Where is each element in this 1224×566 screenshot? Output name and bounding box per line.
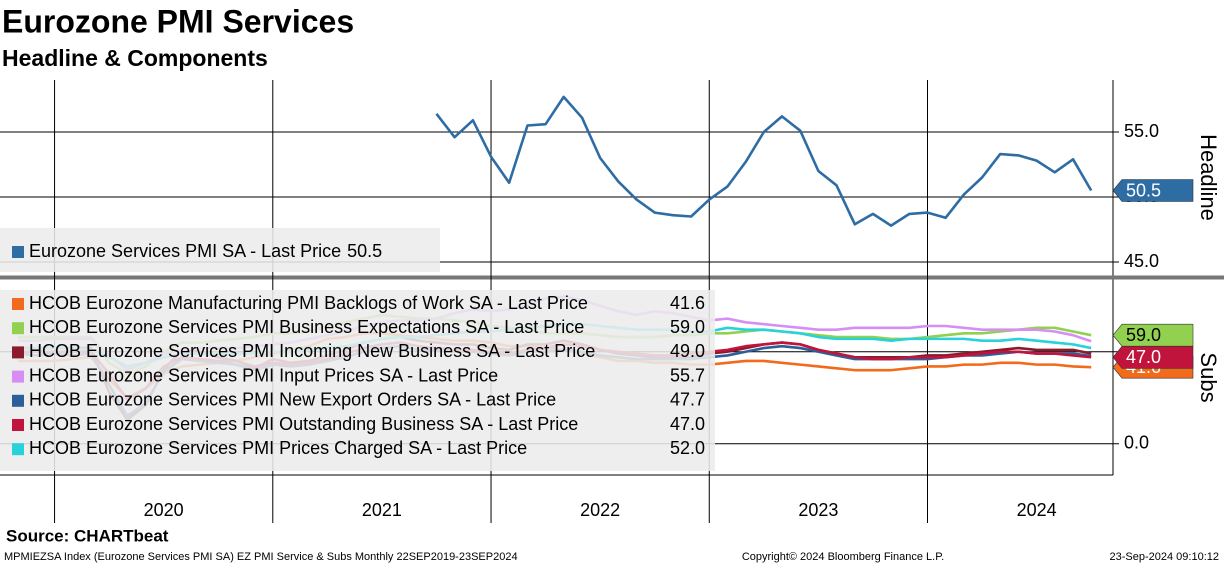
last-value-tag-label: 47.0 [1126,347,1161,367]
y-axis-label: Headline [1196,134,1221,221]
legend-label: HCOB Eurozone Services PMI Incoming New … [29,341,595,361]
legend-swatch [12,246,24,258]
legend-swatch [12,419,24,431]
last-value-tag [1112,323,1194,347]
legend-swatch [12,322,24,335]
series-line [435,95,1093,227]
legend-swatch [12,346,24,359]
legend-value: 41.6 [670,293,705,313]
y-tick-label: 55.0 [1124,121,1159,141]
legend-swatch [12,298,24,310]
legends: Eurozone Services PMI SA - Last Price 50.… [0,228,715,471]
last-value-tag [1112,345,1194,369]
legend-box [0,290,715,471]
last-value-tag-label: 50.5 [1126,180,1161,200]
y-axis-label: Subs [1196,352,1221,402]
legend-value: 52.0 [670,438,705,458]
footer-center: Copyright© 2024 Bloomberg Finance L.P. [742,551,944,563]
footer-left: MPMIEZSA Index (Eurozone Services PMI SA… [4,551,518,563]
x-tick-label: 2024 [1017,500,1057,520]
footer-right: 23-Sep-2024 09:10:12 [1110,551,1219,563]
x-tick-label: 2020 [144,500,184,520]
legend-swatch [12,443,24,456]
y-tick-label: 45.0 [1124,251,1159,271]
legend-label: HCOB Eurozone Services PMI Business Expe… [29,317,584,337]
legend-label: HCOB Eurozone Manufacturing PMI Backlogs… [29,293,588,313]
legend-value: 47.0 [670,414,705,434]
last-value-tag [1112,179,1194,202]
legend-swatch [12,370,24,383]
legend-label: HCOB Eurozone Services PMI Input Prices … [29,365,498,385]
tags: 50.541.659.047.0 [1112,179,1194,379]
last-value-tag-label: 59.0 [1126,325,1161,345]
x-tick-label: 2022 [580,500,620,520]
legend-label: HCOB Eurozone Services PMI Prices Charge… [29,438,527,458]
legend-value: 55.7 [670,365,705,385]
source: Source: CHARTbeat [6,526,169,545]
legend-value: 59.0 [670,317,705,337]
title: Eurozone PMI Services [2,3,354,39]
legend-label: HCOB Eurozone Services PMI New Export Or… [29,390,556,410]
legend-value: 50.5 [347,241,382,261]
legend-value: 47.7 [670,390,705,410]
legend-box [0,228,440,272]
legend-label: HCOB Eurozone Services PMI Outstanding B… [29,414,578,434]
y-tick-label: 0.0 [1124,432,1149,452]
subtitle: Headline & Components [2,45,268,71]
legend-swatch [12,394,24,407]
x-tick-label: 2023 [798,500,838,520]
legend-label: Eurozone Services PMI SA - Last Price [29,241,341,261]
legend-value: 49.0 [670,341,705,361]
x-tick-label: 2021 [362,500,402,520]
